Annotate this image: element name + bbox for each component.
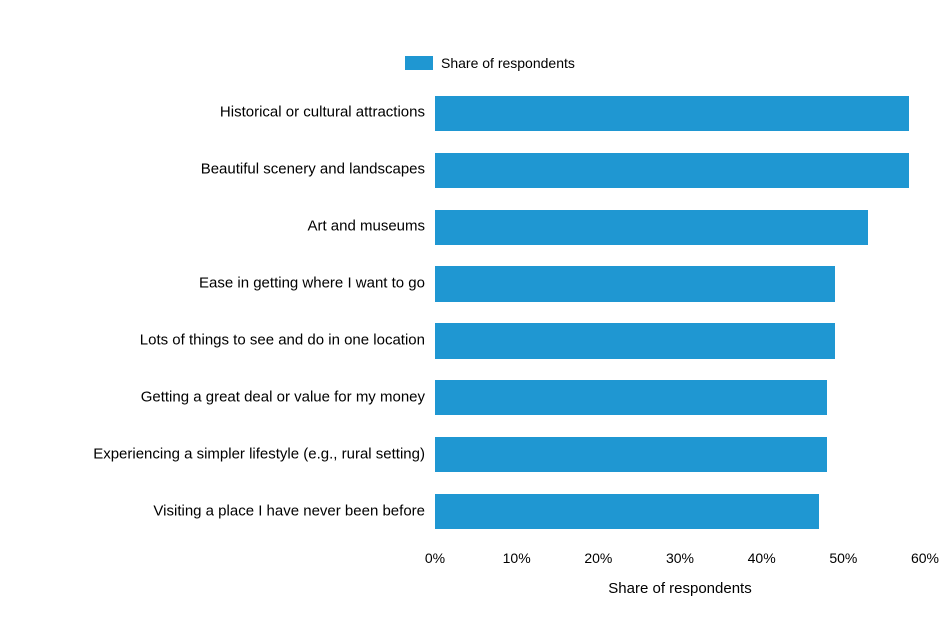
bar-row: Beautiful scenery and landscapes	[435, 153, 925, 188]
plot-area: Historical or cultural attractions Beauti…	[435, 85, 925, 540]
bar	[435, 96, 909, 131]
x-axis-title: Share of respondents	[608, 580, 751, 597]
bar-row: Art and museums	[435, 210, 925, 245]
bar-row: Ease in getting where I want to go	[435, 266, 925, 301]
category-label: Experiencing a simpler lifestyle (e.g., …	[5, 445, 435, 464]
bar-row: Lots of things to see and do in one loca…	[435, 323, 925, 358]
bar-row: Getting a great deal or value for my mon…	[435, 380, 925, 415]
category-label: Historical or cultural attractions	[5, 104, 435, 123]
bar-row: Experiencing a simpler lifestyle (e.g., …	[435, 437, 925, 472]
x-tick-label: 30%	[666, 550, 694, 566]
x-tick-label: 60%	[911, 550, 939, 566]
bar	[435, 437, 827, 472]
bar	[435, 380, 827, 415]
x-tick-label: 20%	[584, 550, 612, 566]
legend-swatch	[405, 56, 433, 70]
category-label: Art and museums	[5, 218, 435, 237]
chart-container: Share of respondents Historical or cultu…	[0, 0, 950, 633]
x-tick-label: 40%	[748, 550, 776, 566]
x-tick-label: 50%	[829, 550, 857, 566]
category-label: Visiting a place I have never been befor…	[5, 502, 435, 521]
category-label: Beautiful scenery and landscapes	[5, 161, 435, 180]
legend-label: Share of respondents	[441, 55, 575, 71]
bar-row: Visiting a place I have never been befor…	[435, 494, 925, 529]
bar	[435, 266, 835, 301]
bar	[435, 153, 909, 188]
category-label: Lots of things to see and do in one loca…	[5, 332, 435, 351]
x-tick-label: 10%	[503, 550, 531, 566]
x-tick-label: 0%	[425, 550, 445, 566]
legend: Share of respondents	[405, 55, 575, 71]
bar	[435, 210, 868, 245]
bar	[435, 494, 819, 529]
category-label: Ease in getting where I want to go	[5, 275, 435, 294]
category-label: Getting a great deal or value for my mon…	[5, 388, 435, 407]
bar	[435, 323, 835, 358]
x-axis: 0%10%20%30%40%50%60%	[435, 550, 925, 574]
bar-row: Historical or cultural attractions	[435, 96, 925, 131]
